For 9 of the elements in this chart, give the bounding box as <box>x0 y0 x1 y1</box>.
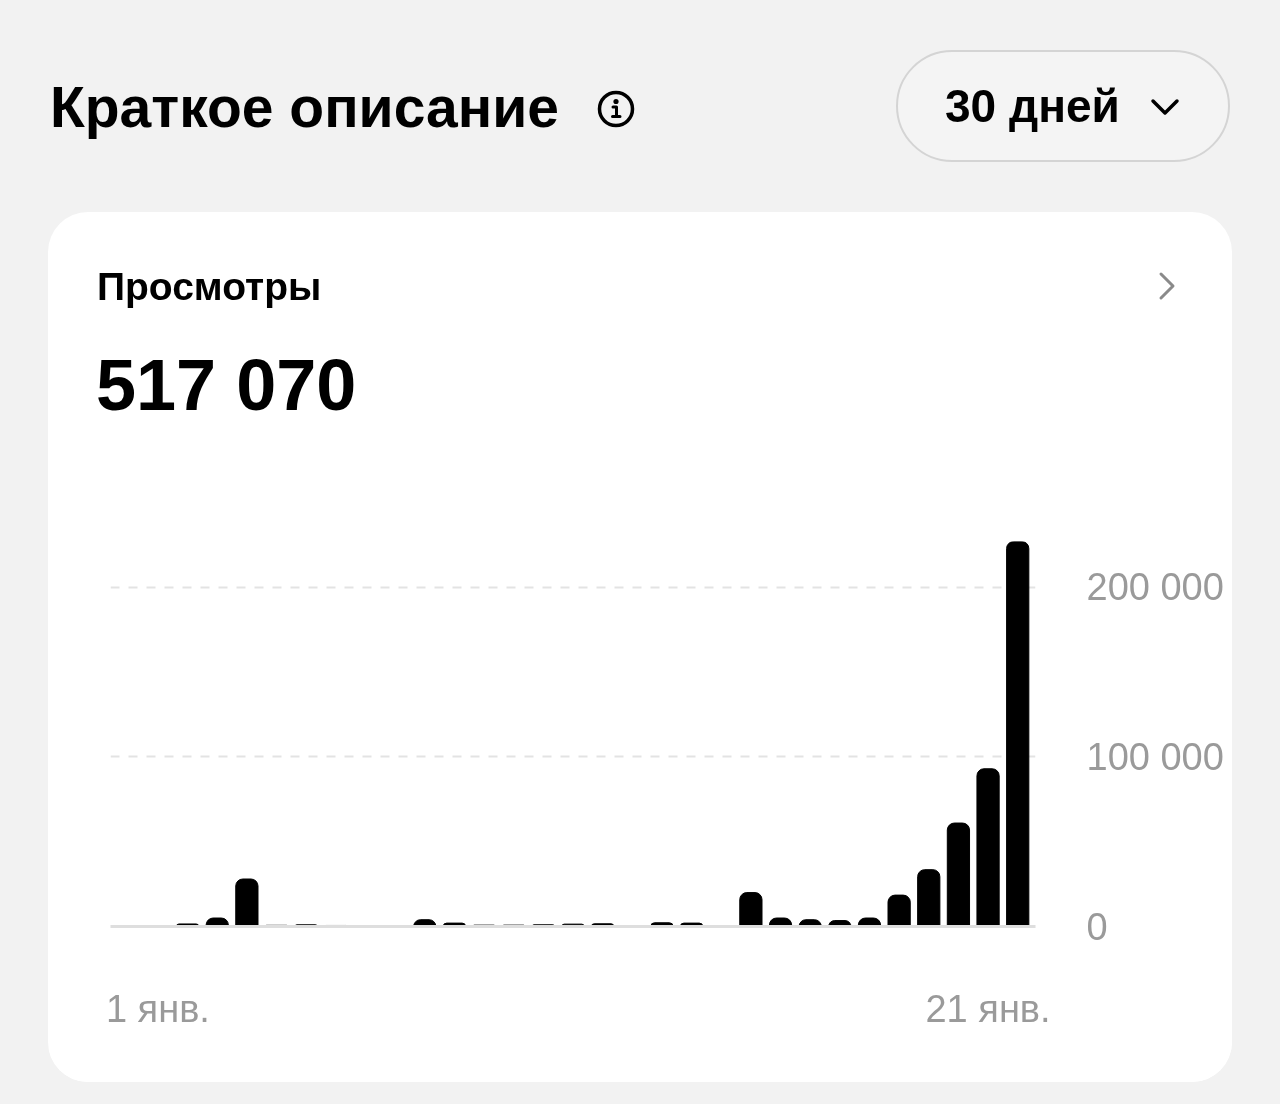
period-dropdown: 30 дней <box>896 50 1230 162</box>
y-tick-label: 0 <box>1086 905 1108 948</box>
y-tick-label: 200 000 <box>1086 566 1224 609</box>
chart-subtitle: Просмотры <box>97 265 322 308</box>
y-tick-label: 100 000 <box>1086 735 1224 778</box>
x-tick-label: 1 янв. <box>105 987 210 1030</box>
text: 517 070 <box>96 345 357 425</box>
chart-title: Краткое описание <box>50 75 559 139</box>
x-tick-label: 21 янв. <box>925 987 1051 1030</box>
